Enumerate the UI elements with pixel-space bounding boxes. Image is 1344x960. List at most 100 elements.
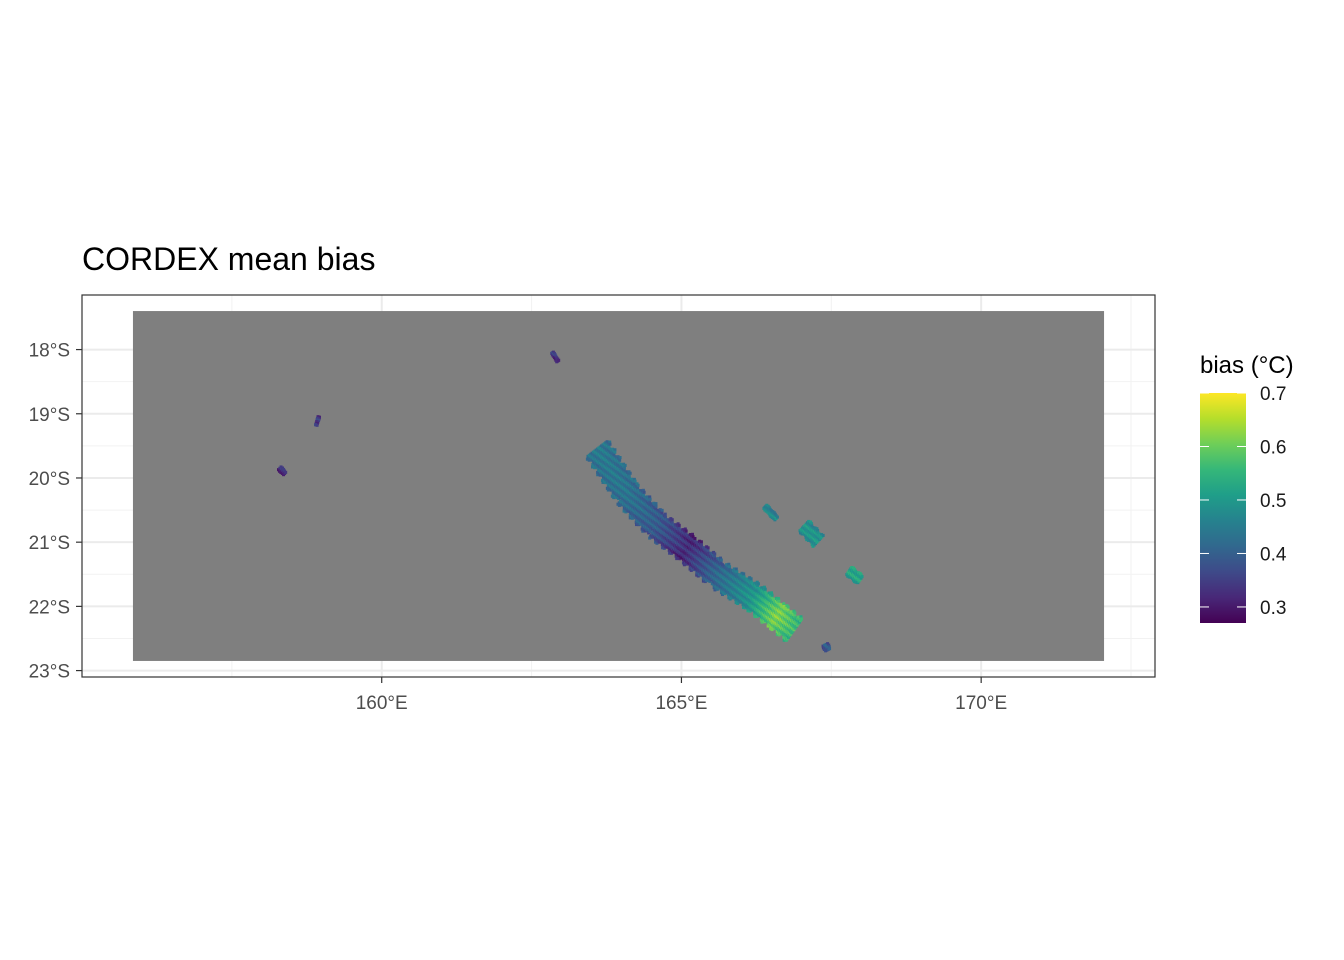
raster-cell	[632, 482, 636, 486]
raster-cell	[749, 591, 753, 595]
raster-cell	[734, 601, 738, 605]
raster-cell	[777, 596, 781, 601]
raster-cell	[750, 582, 754, 586]
raster-cell	[733, 584, 737, 588]
raster-cell	[779, 603, 783, 607]
raster-cell	[661, 532, 665, 536]
raster-cell	[786, 605, 790, 609]
raster-cell	[735, 584, 739, 589]
raster-cell	[721, 578, 725, 582]
raster-cell	[747, 588, 751, 593]
raster-cell	[717, 577, 721, 581]
raster-cell	[721, 587, 725, 592]
raster-cell	[747, 591, 751, 595]
raster-cell	[613, 450, 617, 454]
raster-cell	[748, 585, 752, 589]
raster-cell	[724, 578, 728, 582]
raster-cell	[745, 596, 749, 600]
raster-cell	[678, 528, 682, 532]
raster-cell	[728, 589, 732, 593]
raster-cell	[715, 574, 719, 578]
raster-cell	[731, 570, 735, 574]
raster-cell	[745, 599, 749, 603]
raster-cell	[827, 645, 831, 649]
raster-cell	[669, 519, 673, 523]
raster-cell	[746, 598, 750, 602]
raster-cell	[823, 643, 827, 647]
raster-cell	[749, 580, 753, 584]
raster-cell	[619, 462, 623, 466]
raster-cell	[613, 448, 617, 452]
raster-cell	[719, 587, 723, 591]
raster-cell	[722, 564, 726, 568]
legend-title: bias (°C)	[1200, 352, 1294, 379]
y-tick-label: 20°S	[29, 469, 70, 490]
raster-cell	[764, 592, 768, 596]
raster-cell	[725, 580, 729, 584]
raster-cell	[633, 479, 637, 483]
raster-cell	[757, 586, 761, 590]
raster-cell	[770, 591, 774, 595]
raster-cell	[739, 592, 743, 596]
raster-cell	[617, 461, 621, 465]
raster-cell	[746, 594, 750, 598]
raster-cell	[744, 601, 748, 605]
x-tick-label: 165°E	[655, 693, 707, 714]
raster-cell	[810, 522, 814, 526]
raster-cell	[655, 541, 659, 545]
raster-cell	[739, 580, 743, 584]
raster-cell	[821, 533, 825, 537]
raster-cell	[729, 570, 733, 574]
raster-cell	[736, 574, 740, 578]
raster-cell	[738, 578, 742, 582]
raster-cell	[736, 583, 740, 587]
raster-cell	[691, 535, 695, 539]
raster-cell	[706, 549, 710, 553]
raster-cell	[742, 572, 746, 576]
raster-cell	[749, 584, 753, 588]
raster-cell	[753, 581, 757, 585]
raster-cell	[683, 527, 687, 531]
raster-cell	[746, 590, 750, 594]
y-tick-label: 18°S	[29, 341, 70, 362]
raster-cell	[660, 508, 664, 512]
raster-cell	[740, 593, 744, 597]
raster-cell	[732, 567, 736, 571]
raster-cell	[742, 582, 746, 586]
raster-cell	[711, 580, 715, 584]
raster-cell	[731, 584, 735, 588]
raster-cell	[725, 591, 729, 595]
raster-cell	[860, 575, 864, 579]
raster-cell	[607, 445, 611, 449]
raster-cell	[742, 575, 746, 579]
raster-cell	[774, 596, 778, 600]
raster-cell	[720, 579, 724, 583]
colorbar-breaks: 0.3 0.4 0.5 0.6 0.7	[1200, 384, 1287, 619]
raster-cell	[627, 477, 631, 481]
raster-cell	[734, 586, 738, 590]
raster-cell	[715, 587, 719, 591]
plot-panel-border	[81, 294, 1156, 678]
raster-cell	[794, 616, 798, 620]
raster-cell	[739, 595, 743, 599]
raster-cell	[751, 591, 755, 595]
raster-cell	[856, 571, 860, 575]
raster-cell	[737, 600, 741, 604]
raster-cell	[729, 587, 733, 592]
raster-cell	[719, 558, 723, 562]
raster-cell	[731, 592, 735, 596]
raster-cell	[740, 586, 744, 591]
raster-cell	[741, 576, 745, 581]
raster-cell	[733, 588, 737, 592]
raster-cell	[725, 581, 729, 585]
raster-cell	[762, 585, 766, 589]
raster-cell	[724, 567, 728, 571]
raster-cell	[773, 512, 777, 516]
raster-cell	[821, 644, 825, 648]
raster-cell	[737, 573, 741, 577]
raster-cell	[315, 416, 319, 420]
raster-cell	[734, 567, 738, 571]
raster-cell	[735, 576, 739, 580]
raster-cell	[730, 594, 734, 598]
raster-cell	[670, 521, 674, 525]
